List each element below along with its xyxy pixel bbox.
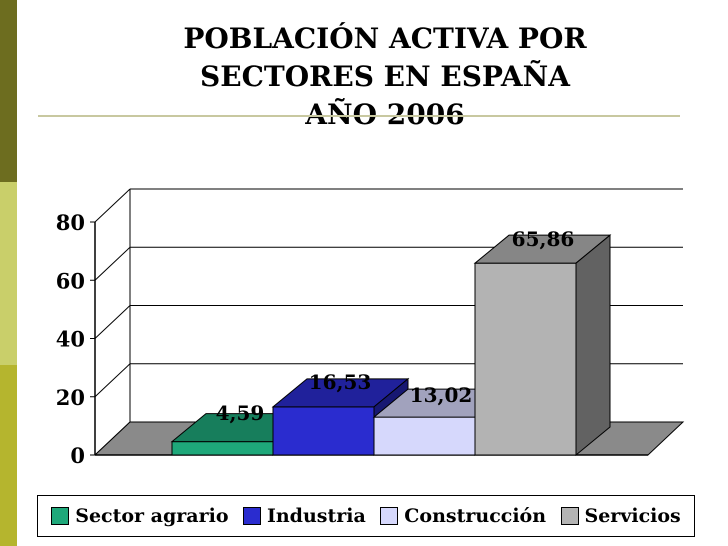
bar-side-3 — [575, 234, 611, 457]
gridline-side-4 — [94, 188, 131, 223]
bar-chart: 0 20 40 60 80 4,59 16,53 13,02 65,86 — [56, 188, 685, 468]
legend-label-sector-agrario: Sector agrario — [75, 505, 229, 527]
legend-item-industria: Industria — [242, 505, 366, 527]
y-tick-label-4: 80 — [56, 210, 85, 235]
slide-side-bar-top — [0, 0, 17, 182]
chart-title-line-2: SECTORES EN ESPAÑA — [200, 60, 570, 93]
legend-label-industria: Industria — [266, 505, 366, 527]
bar-front-3 — [474, 262, 577, 456]
slide-side-bar-middle — [0, 182, 17, 365]
legend-swatch-servicios — [560, 507, 579, 525]
bar-front-1 — [272, 406, 375, 456]
data-label-3: 65,86 — [512, 227, 575, 251]
y-tick-label-1: 20 — [56, 385, 85, 410]
legend-swatch-industria — [242, 507, 261, 525]
chart-title-line-3: AÑO 2006 — [305, 98, 465, 131]
slide-side-bar-bottom — [0, 365, 17, 546]
chart-title: POBLACIÓN ACTIVA POR SECTORES EN ESPAÑA … — [60, 20, 710, 134]
gridline-side-3 — [94, 246, 131, 281]
legend-label-servicios: Servicios — [584, 505, 681, 527]
bar-front-0 — [171, 441, 274, 456]
chart-legend: Sector agrario Industria Construcción Se… — [37, 495, 695, 537]
legend-item-sector-agrario: Sector agrario — [51, 505, 229, 527]
y-tick-label-3: 60 — [56, 268, 85, 293]
gridline-side-2 — [94, 305, 131, 339]
legend-swatch-construccion — [380, 507, 399, 525]
data-label-0: 4,59 — [216, 401, 265, 425]
y-tick-label-2: 40 — [56, 327, 85, 352]
chart-title-line-1: POBLACIÓN ACTIVA POR — [183, 22, 587, 55]
legend-item-servicios: Servicios — [560, 505, 681, 527]
legend-swatch-sector-agrario — [51, 507, 70, 525]
gridline-side-1 — [94, 363, 131, 398]
bar-front-2 — [373, 416, 476, 456]
title-divider — [38, 115, 680, 117]
data-label-2: 13,02 — [410, 383, 473, 407]
data-label-1: 16,53 — [309, 370, 372, 394]
legend-label-construccion: Construcción — [404, 505, 547, 527]
legend-item-construccion: Construcción — [380, 505, 546, 527]
y-tick-label-0: 0 — [70, 443, 85, 468]
